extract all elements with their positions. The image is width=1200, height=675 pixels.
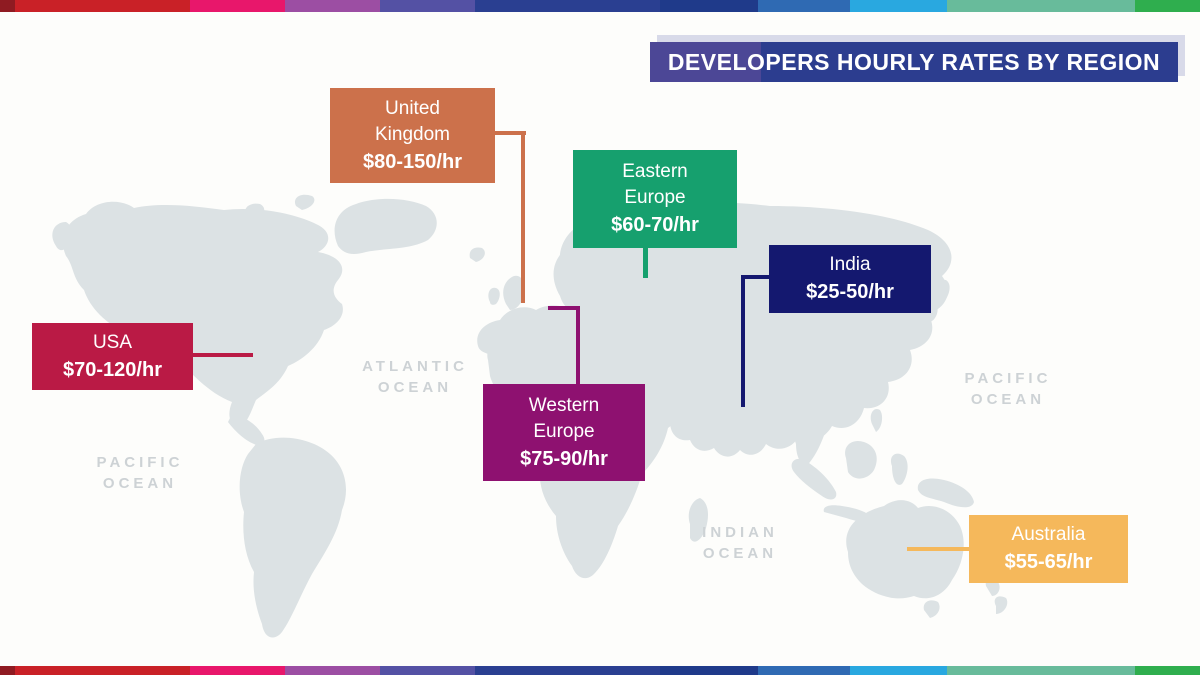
continent-north-america <box>62 201 343 427</box>
title-banner: DEVELOPERS HOURLY RATES BY REGION <box>650 42 1178 82</box>
region-rate: $25-50/hr <box>806 281 894 303</box>
gradient-strip-segment <box>475 0 660 12</box>
ocean-label-line: OCEAN <box>102 475 178 492</box>
gradient-strip-segment <box>947 666 1135 675</box>
island-alaska-tail <box>52 222 72 251</box>
island-iceland <box>469 247 485 262</box>
gradient-strip-segment <box>660 666 758 675</box>
region-rate: $80-150/hr <box>363 150 462 173</box>
gradient-strip-segment <box>1135 0 1200 12</box>
island-arctic-1 <box>244 203 265 220</box>
gradient-strip-segment <box>0 666 15 675</box>
connector-india <box>741 275 770 279</box>
connector-western-europe <box>576 306 580 385</box>
gradient-strip-segment <box>380 666 475 675</box>
island-tasmania <box>923 600 940 618</box>
gradient-strip-segment <box>190 0 285 12</box>
region-rate: $75-90/hr <box>520 447 608 470</box>
gradient-strip-segment <box>190 666 285 675</box>
region-card-eastern-europe: Eastern Europe $60-70/hr <box>573 150 737 248</box>
island-great-britain <box>503 275 525 310</box>
ocean-label-line: PACIFIC <box>964 370 1052 387</box>
continent-south-america <box>239 437 346 638</box>
region-rate: $70-120/hr <box>63 358 162 381</box>
ocean-label-pacific-west: PACIFIC OCEAN <box>60 452 220 494</box>
gradient-strip-segment <box>0 0 15 12</box>
region-name: Eastern Europe <box>622 161 688 208</box>
region-name: Australia <box>1011 524 1086 545</box>
island-new-guinea <box>917 478 974 508</box>
connector-united-kingdom <box>521 131 525 303</box>
ocean-label-line: OCEAN <box>970 391 1046 408</box>
southeast-asia-peninsula <box>789 378 831 465</box>
gradient-strip-segment <box>850 666 947 675</box>
region-card-usa: USA $70-120/hr <box>32 323 193 390</box>
region-card-united-kingdom: United Kingdom $80-150/hr <box>330 88 495 183</box>
arabian-peninsula <box>645 349 703 413</box>
gradient-strip-segment <box>850 0 947 12</box>
gradient-strip-segment <box>15 666 190 675</box>
island-ireland <box>488 287 500 305</box>
ocean-label-line: OCEAN <box>377 379 453 396</box>
ocean-label-line: OCEAN <box>702 545 778 562</box>
region-card-australia: Australia $55-65/hr <box>969 515 1128 583</box>
gradient-strip-segment <box>758 0 850 12</box>
ocean-label-pacific-east: PACIFIC OCEAN <box>928 368 1088 410</box>
gradient-strip-segment <box>758 666 850 675</box>
region-name: Western Europe <box>528 394 600 442</box>
gradient-strip-segment <box>660 0 758 12</box>
bottom-gradient-strip <box>0 666 1200 675</box>
connector-eastern-europe <box>643 246 648 278</box>
connector-india <box>741 275 745 407</box>
india-subcontinent <box>713 345 789 449</box>
region-name: USA <box>92 331 133 353</box>
island-sulawesi <box>890 453 908 485</box>
ocean-label-atlantic: ATLANTIC OCEAN <box>335 356 495 398</box>
island-borneo <box>845 440 877 479</box>
region-card-western-europe: Western Europe $75-90/hr <box>483 384 645 481</box>
connector-united-kingdom <box>495 131 526 135</box>
island-philippines <box>870 408 883 432</box>
region-card-india: India $25-50/hr <box>769 245 931 313</box>
island-new-zealand-south <box>994 596 1008 614</box>
region-rate: $60-70/hr <box>611 214 699 236</box>
top-gradient-strip <box>0 0 1200 12</box>
island-madagascar <box>688 498 708 542</box>
gradient-strip-segment <box>15 0 190 12</box>
gradient-strip-segment <box>475 666 660 675</box>
region-name: India <box>829 254 871 275</box>
central-america <box>228 414 265 446</box>
island-greenland <box>334 198 437 254</box>
island-sumatra <box>791 458 837 500</box>
continent-australia <box>846 500 964 599</box>
gradient-strip-segment <box>1135 666 1200 675</box>
region-rate: $55-65/hr <box>1004 551 1093 573</box>
gradient-strip-segment <box>285 666 380 675</box>
ocean-label-line: ATLANTIC <box>362 358 468 375</box>
gradient-strip-segment <box>947 0 1135 12</box>
island-japan-1 <box>934 279 950 302</box>
gradient-strip-segment <box>285 0 380 12</box>
connector-australia <box>907 547 970 551</box>
ocean-label-line: INDIAN <box>702 524 778 541</box>
page-title: DEVELOPERS HOURLY RATES BY REGION <box>667 48 1161 75</box>
region-name: United Kingdom <box>375 97 450 145</box>
connector-western-europe <box>548 306 580 310</box>
gradient-strip-segment <box>380 0 475 12</box>
ocean-label-indian: INDIAN OCEAN <box>660 522 820 564</box>
connector-usa <box>192 353 253 357</box>
island-arctic-2 <box>294 194 315 210</box>
ocean-label-line: PACIFIC <box>96 454 184 471</box>
